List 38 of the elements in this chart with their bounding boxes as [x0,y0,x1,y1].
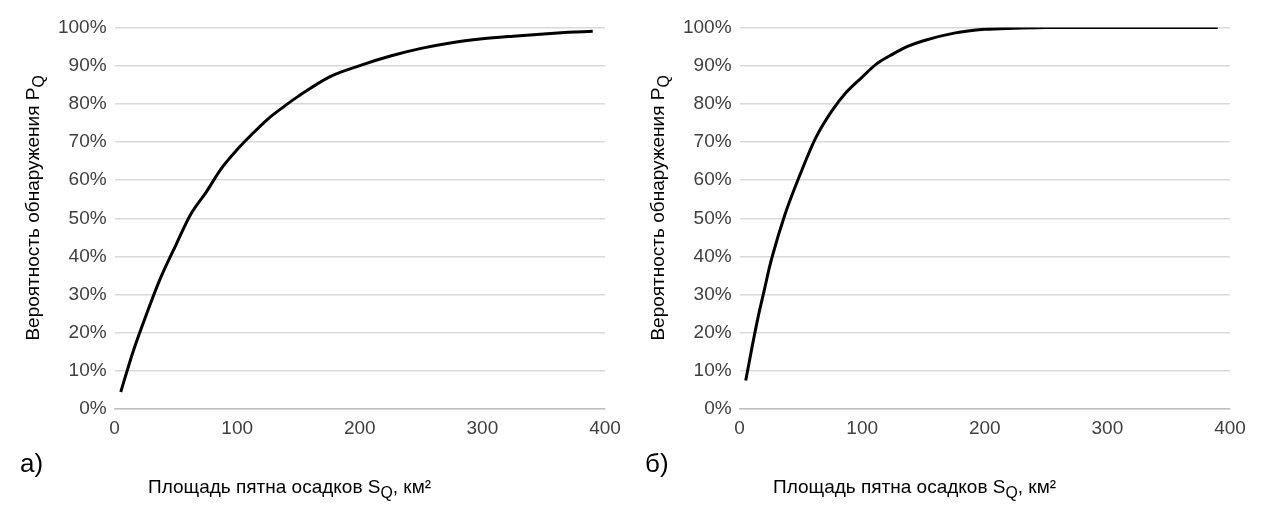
x-tick-label: 200 [343,416,376,438]
y-tick-label: 90% [68,53,107,75]
x-tick-label: 400 [589,416,621,438]
y-tick-label: 40% [68,244,107,266]
y-tick-label: 0% [704,397,732,419]
text: б) [645,448,669,479]
y-tick-label: 0% [79,397,107,419]
y-tick-label: 20% [68,321,107,343]
x-tick-label: 0 [734,416,745,438]
x-tick-label: 300 [1091,416,1124,438]
text: а) [20,448,44,479]
y-tick-label: 50% [68,206,107,228]
line-series [119,29,595,394]
y-tick-label: 80% [68,91,107,113]
y-tick-label: 30% [68,282,107,304]
line-series [744,27,1220,383]
y-tick-label: 70% [693,130,732,152]
x-tick-label: 200 [968,416,1001,438]
y-tick-label: 30% [693,282,732,304]
x-tick-label: 400 [1214,416,1246,438]
y-tick-label: 60% [68,168,107,190]
y-tick-label: 40% [693,244,732,266]
y-tick-label: 100% [682,15,732,37]
y-tick-label: 70% [68,130,107,152]
y-tick-label: 10% [68,359,107,381]
y-tick-label: 50% [693,206,732,228]
x-tick-label: 100 [221,416,254,438]
y-tick-label: 10% [693,359,732,381]
y-tick-label: 80% [693,91,732,113]
y-tick-label: 20% [693,321,732,343]
x-tick-label: 0 [109,416,120,438]
x-axis-title: Площадь пятна осадков S$_{Q}$, км² [773,476,1057,502]
y-tick-label: 60% [693,168,732,190]
x-tick-label: 100 [846,416,879,438]
y-tick-label: 100% [57,15,107,37]
x-axis-title: Площадь пятна осадков S$_{Q}$, км² [148,476,432,502]
x-tick-label: 300 [466,416,499,438]
y-tick-label: 90% [693,53,732,75]
